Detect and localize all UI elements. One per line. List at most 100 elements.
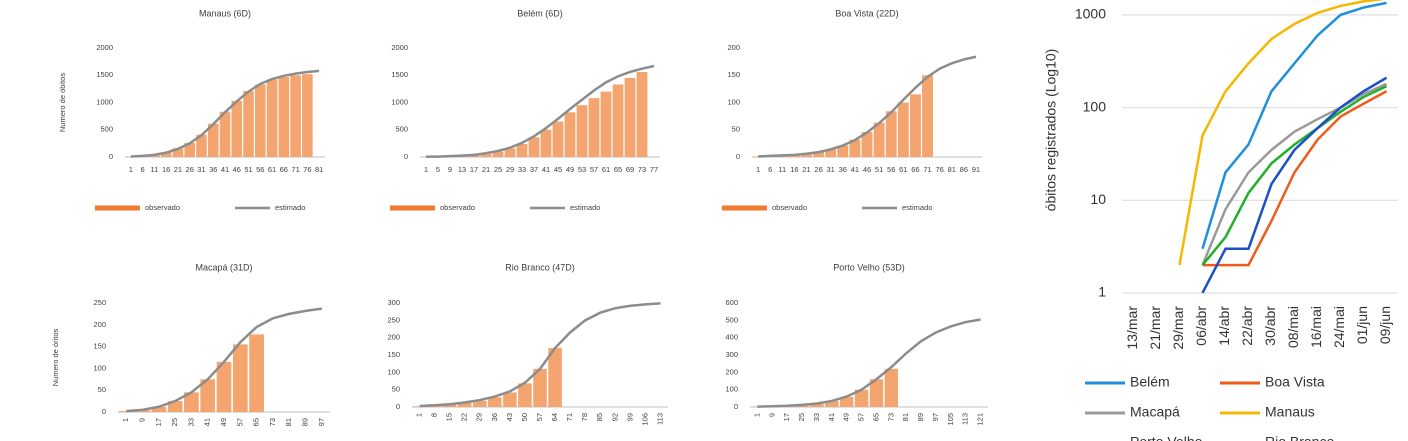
y-tick-label: 50 [732, 125, 740, 134]
y-tick-label: 200 [387, 333, 400, 342]
bar [588, 98, 600, 157]
x-tick-label: 30/abr [1262, 306, 1278, 346]
bar [854, 389, 869, 407]
x-tick-label: 92 [610, 413, 619, 421]
bar [516, 143, 528, 157]
y-tick-label: 1500 [391, 70, 408, 79]
bar [801, 153, 812, 157]
x-tick-label: 49 [842, 413, 851, 421]
legend-label: estimado [275, 203, 305, 212]
x-tick-label: 6 [141, 165, 145, 174]
x-tick-label: 17 [782, 413, 791, 421]
chart-title: Rio Branco (47D) [505, 262, 575, 272]
y-tick-label: 200 [727, 43, 740, 52]
bar [266, 79, 278, 157]
x-tick-label: 73 [638, 165, 646, 174]
bar [118, 411, 134, 412]
y-tick-label: 300 [387, 298, 400, 307]
x-tick-label: 57 [590, 165, 598, 174]
y-axis-label: Numero de óritos [51, 328, 60, 386]
x-tick-label: 09/jun [1377, 306, 1393, 344]
y-axis-label: Numero de óbitos [58, 73, 67, 132]
y-tick-label: 1 [1098, 284, 1106, 300]
x-tick-label: 46 [233, 165, 241, 174]
bar [219, 111, 231, 157]
x-tick-label: 53 [578, 165, 586, 174]
legend-label: Macapá [1130, 404, 1180, 420]
x-tick-label: 31 [197, 165, 205, 174]
chart-title: Macapá (31D) [195, 262, 252, 272]
legend-label: Manaus [1265, 404, 1315, 420]
x-tick-label: 33 [518, 165, 526, 174]
x-tick-label: 21 [802, 165, 810, 174]
bar [243, 91, 254, 157]
y-tick-label: 1000 [96, 97, 113, 106]
x-tick-label: 11 [151, 165, 159, 174]
bar [540, 129, 552, 157]
x-tick-label: 50 [520, 413, 529, 421]
x-tick-label: 01/jun [1354, 306, 1370, 344]
y-tick-label: 150 [727, 70, 740, 79]
x-tick-label: 65 [252, 418, 261, 426]
x-tick-label: 77 [650, 165, 658, 174]
bar [232, 344, 248, 412]
x-tick-label: 14/abr [1216, 306, 1232, 346]
bar [861, 131, 873, 157]
y-tick-label: 500 [395, 125, 408, 134]
y-tick-label: 300 [725, 350, 738, 359]
bar [885, 111, 897, 157]
x-tick-label: 21 [174, 165, 182, 174]
x-tick-label: 22 [460, 413, 469, 421]
x-tick-label: 61 [268, 165, 276, 174]
x-tick-label: 57 [535, 413, 544, 421]
bar [533, 368, 547, 407]
x-tick-label: 86 [960, 165, 968, 174]
x-tick-label: 41 [851, 165, 859, 174]
line [1201, 1, 1387, 250]
line [130, 69, 320, 158]
y-tick-label: 10 [1090, 191, 1106, 207]
x-tick-label: 21 [482, 165, 490, 174]
x-tick-label: 25 [797, 413, 806, 421]
bar [231, 100, 243, 157]
x-tick-label: 57 [857, 413, 866, 421]
legend-label: estimado [570, 203, 600, 212]
x-tick-label: 13/mar [1124, 306, 1140, 350]
legend-label: Porto Velho [1130, 434, 1203, 441]
bar [167, 401, 183, 412]
line [1201, 76, 1388, 294]
x-tick-label: 25 [494, 165, 502, 174]
x-tick-label: 43 [505, 413, 514, 421]
x-tick-label: 106 [640, 413, 649, 426]
x-tick-label: 08/mai [1285, 306, 1301, 348]
y-tick-label: 150 [387, 350, 400, 359]
x-tick-label: 97 [317, 418, 326, 426]
x-tick-label: 26 [814, 165, 822, 174]
line [1178, 0, 1386, 266]
legend-label: Belém [1130, 374, 1170, 390]
bar [552, 121, 564, 157]
x-tick-label: 29 [475, 413, 484, 421]
x-tick-label: 85 [595, 413, 604, 421]
x-tick-label: 64 [550, 413, 559, 421]
y-tick-label: 400 [725, 333, 738, 342]
x-tick-label: 105 [946, 413, 955, 426]
bar [636, 71, 648, 157]
x-tick-label: 9 [767, 413, 776, 417]
x-tick-label: 9 [137, 418, 146, 422]
x-tick-label: 57 [235, 418, 244, 426]
x-tick-label: 66 [280, 165, 288, 174]
x-tick-label: 1 [129, 165, 133, 174]
x-tick-label: 41 [542, 165, 550, 174]
x-tick-label: 78 [580, 413, 589, 421]
line [1201, 82, 1388, 266]
x-tick-label: 81 [284, 418, 293, 426]
bar [837, 145, 849, 157]
x-tick-label: 61 [602, 165, 610, 174]
x-tick-label: 81 [948, 165, 956, 174]
x-tick-label: 61 [899, 165, 907, 174]
bar [752, 156, 764, 157]
bar [492, 151, 504, 157]
line [1201, 85, 1388, 266]
x-tick-label: 13 [458, 165, 466, 174]
